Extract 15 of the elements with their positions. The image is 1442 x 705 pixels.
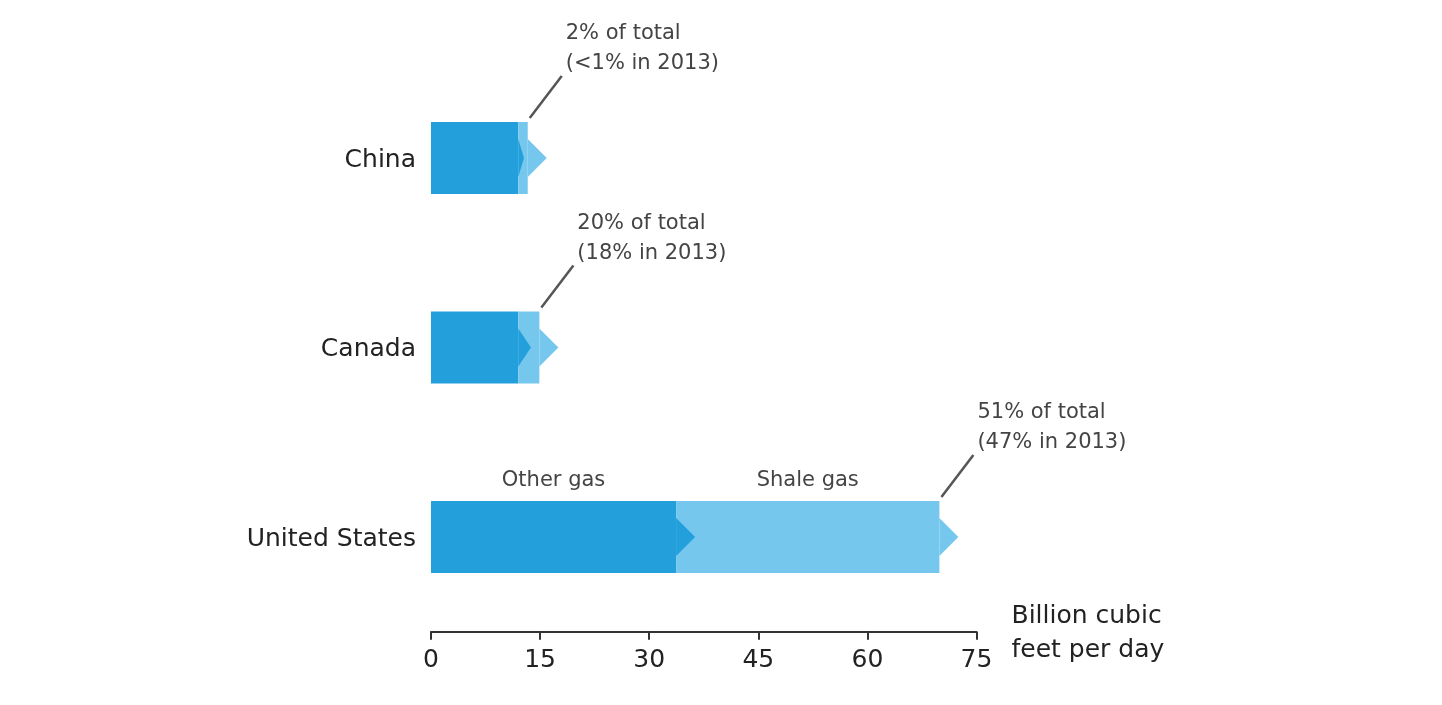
y-tick-label: Canada xyxy=(320,333,416,362)
x-tick-label: 15 xyxy=(524,643,557,673)
annotation: 2% of total (<1% in 2013) xyxy=(565,20,719,74)
x-tick-label: 60 xyxy=(851,643,884,673)
series-label: Shale gas xyxy=(756,466,859,491)
annotation: 20% of total (18% in 2013) xyxy=(577,209,727,264)
x-tick-label: 30 xyxy=(633,643,666,673)
x-tick-label: 45 xyxy=(742,643,775,673)
series-label: Other gas xyxy=(501,466,606,491)
text: 51% of total (47% in 2013) xyxy=(977,399,1127,453)
x-axis-title: Billion cubic feet per day xyxy=(1011,600,1165,664)
y-tick-label: United States xyxy=(246,522,416,552)
x-tick-label: 0 xyxy=(423,643,439,673)
x-tick-label: 75 xyxy=(960,643,993,673)
y-tick-label: China xyxy=(344,143,416,173)
